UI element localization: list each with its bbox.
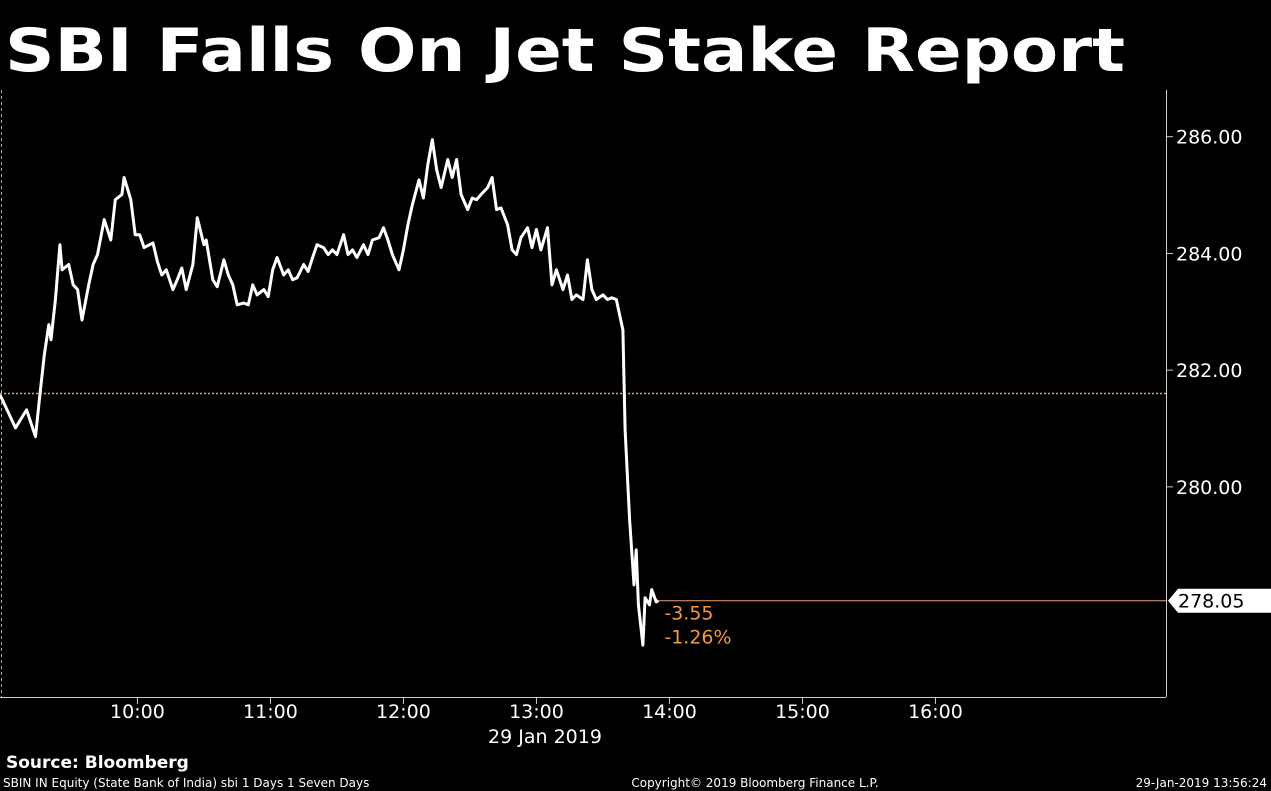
x-tick-label: 16:00 [908,701,963,723]
x-tick-label: 13:00 [509,701,564,723]
chart-title: SBI Falls On Jet Stake Report [5,16,1125,86]
y-tick-label: 280.00 [1176,477,1242,499]
footer-left: SBIN IN Equity (State Bank of India) sbi… [3,776,369,790]
footer-center: Copyright© 2019 Bloomberg Finance L.P. [631,776,878,790]
annotation: -1.26% [664,627,731,649]
last-value-label: 278.05 [1178,591,1244,613]
x-tick-label: 14:00 [642,701,697,723]
x-tick-label: 15:00 [775,701,830,723]
last-value-box [1168,588,1271,613]
footer-right: 29-Jan-2019 13:56:24 [1136,776,1267,790]
annotation: -3.55 [664,603,713,625]
x-tick-label: 12:00 [376,701,431,723]
x-axis-label: 29 Jan 2019 [488,726,602,748]
y-tick-label: 284.00 [1176,243,1242,265]
x-tick-label: 11:00 [243,701,298,723]
source: Source: Bloomberg [6,753,189,773]
x-tick-label: 10:00 [110,701,165,723]
price-line [0,138,660,647]
y-tick-label: 286.00 [1176,127,1242,149]
y-tick-label: 282.00 [1176,360,1242,382]
